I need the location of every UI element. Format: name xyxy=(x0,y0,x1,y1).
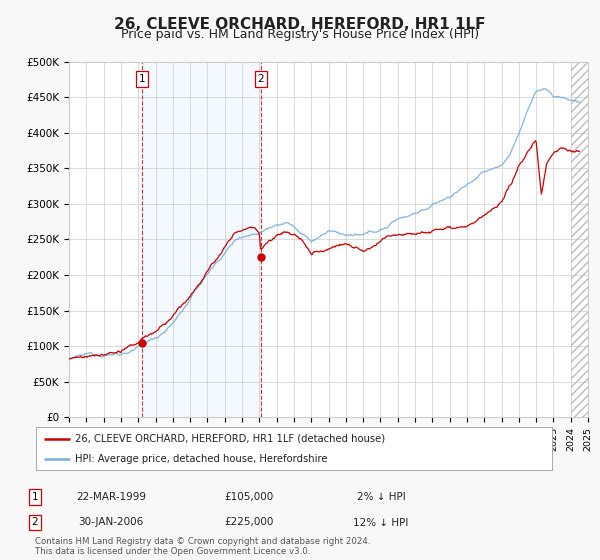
Text: Price paid vs. HM Land Registry's House Price Index (HPI): Price paid vs. HM Land Registry's House … xyxy=(121,28,479,41)
Text: 2% ↓ HPI: 2% ↓ HPI xyxy=(356,492,406,502)
Text: This data is licensed under the Open Government Licence v3.0.: This data is licensed under the Open Gov… xyxy=(35,547,310,556)
Text: £105,000: £105,000 xyxy=(224,492,274,502)
Text: 26, CLEEVE ORCHARD, HEREFORD, HR1 1LF: 26, CLEEVE ORCHARD, HEREFORD, HR1 1LF xyxy=(114,17,486,32)
Text: 2: 2 xyxy=(257,74,264,84)
Text: £225,000: £225,000 xyxy=(224,517,274,528)
Text: 1: 1 xyxy=(139,74,145,84)
Text: 12% ↓ HPI: 12% ↓ HPI xyxy=(353,517,409,528)
Text: 1: 1 xyxy=(31,492,38,502)
Text: 30-JAN-2006: 30-JAN-2006 xyxy=(79,517,143,528)
Text: HPI: Average price, detached house, Herefordshire: HPI: Average price, detached house, Here… xyxy=(74,454,327,464)
Bar xyxy=(142,62,260,417)
Text: Contains HM Land Registry data © Crown copyright and database right 2024.: Contains HM Land Registry data © Crown c… xyxy=(35,537,370,546)
Text: 22-MAR-1999: 22-MAR-1999 xyxy=(76,492,146,502)
Text: 26, CLEEVE ORCHARD, HEREFORD, HR1 1LF (detached house): 26, CLEEVE ORCHARD, HEREFORD, HR1 1LF (d… xyxy=(74,433,385,444)
Text: 2: 2 xyxy=(31,517,38,528)
Bar xyxy=(571,62,588,417)
